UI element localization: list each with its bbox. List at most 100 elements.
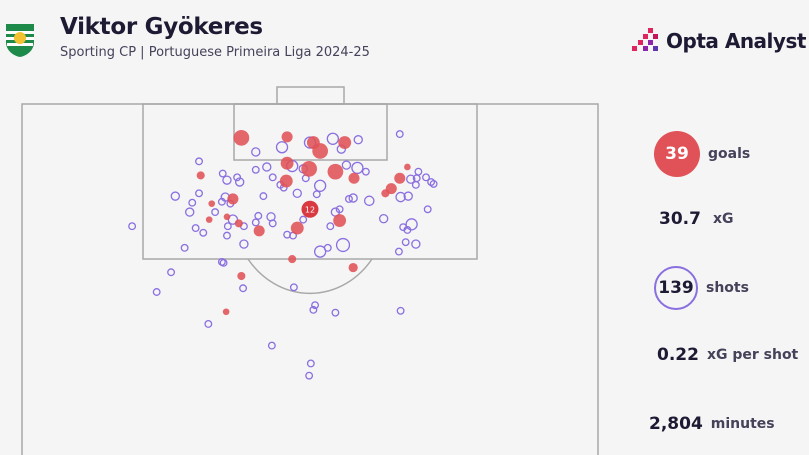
- six-yard-box: [233, 103, 388, 161]
- minutes-label: minutes: [710, 416, 775, 432]
- shot-marker: [222, 175, 232, 185]
- goal-marker: [237, 271, 246, 281]
- shot-marker: [223, 222, 232, 231]
- shot-marker: [335, 237, 351, 253]
- penalty-area: [142, 103, 478, 260]
- shot-marker: [251, 147, 261, 157]
- shot-marker: [405, 218, 418, 231]
- shot-marker: [378, 213, 389, 224]
- shot-marker: [326, 222, 335, 231]
- shot-marker: [411, 239, 421, 249]
- shot-marker: [326, 132, 340, 145]
- goal-marker: [233, 129, 250, 146]
- shot-marker: [185, 207, 195, 217]
- opta-pixel-icon: [632, 28, 658, 51]
- shot-marker: [195, 189, 203, 198]
- shot-marker: [348, 193, 358, 203]
- shot-marker: [401, 238, 410, 247]
- goals-value: 39: [665, 144, 689, 164]
- goal-marker: [205, 216, 213, 223]
- goal-marker: [234, 219, 243, 228]
- shot-marker: [254, 211, 263, 220]
- shot-marker: [423, 205, 432, 214]
- shot-marker: [309, 305, 318, 314]
- goal-marker: [279, 174, 293, 188]
- goal: [276, 86, 345, 105]
- stat-xg: 30.7 xG: [659, 209, 733, 229]
- shot-marker: [268, 173, 277, 182]
- shot-marker: [411, 180, 420, 189]
- shot-marker: [268, 219, 277, 228]
- goal-marker: [208, 200, 216, 207]
- shot-marker: [289, 283, 298, 292]
- shot-marker: [233, 173, 242, 182]
- shot-marker: [223, 231, 231, 240]
- shot-marker: [167, 268, 176, 277]
- xg-per-shot-label: xG per shot: [706, 347, 799, 363]
- shot-marker: [422, 173, 430, 182]
- pitch-lines: [21, 86, 599, 455]
- shots-label: shots: [706, 280, 749, 296]
- goal-marker: [348, 262, 358, 273]
- opta-analyst-logo: Opta Analyst: [630, 26, 806, 56]
- shot-marker: [406, 174, 416, 184]
- goal-marker: [223, 213, 231, 221]
- shot-marker: [313, 179, 327, 192]
- shot-marker: [331, 308, 340, 317]
- shot-marker: [234, 177, 245, 187]
- shot-marker: [335, 205, 344, 214]
- shot-marker: [312, 190, 321, 199]
- xg-label: xG: [712, 211, 734, 227]
- shot-marker: [204, 320, 213, 328]
- shot-marker: [394, 247, 403, 256]
- shot-marker: [299, 215, 308, 224]
- shot-marker: [251, 165, 260, 174]
- shot-marker: [251, 218, 260, 227]
- shot-marker: [403, 226, 412, 234]
- goals-label: goals: [708, 146, 751, 162]
- shot-marker: [128, 222, 137, 231]
- minutes-value: 2,804: [649, 414, 703, 434]
- goal-marker: [312, 143, 329, 159]
- shot-marker: [344, 194, 353, 203]
- goal-marker: [333, 214, 347, 227]
- shot-marker: [239, 284, 248, 293]
- shot-marker: [395, 191, 406, 203]
- goal-marker: [280, 156, 294, 170]
- shot-marker: [403, 191, 413, 201]
- stat-minutes: 2,804 minutes: [649, 414, 775, 434]
- shot-marker: [267, 341, 276, 350]
- shot-marker: [218, 169, 227, 178]
- goal-marker: [394, 172, 406, 184]
- goal-marker: [253, 225, 265, 237]
- goal-marker: [290, 221, 304, 235]
- shot-marker: [396, 306, 405, 315]
- player-name-title: Viktor Gyökeres: [60, 14, 263, 40]
- shot-marker: [262, 162, 272, 172]
- penalty-goals-label: 12: [305, 205, 315, 214]
- shot-marker: [191, 224, 200, 233]
- shot-marker: [292, 188, 302, 198]
- shot-marker: [311, 301, 320, 310]
- xg-per-shot-value: 0.22: [657, 345, 699, 365]
- stat-xg-per-shot: 0.22 xG per shot: [657, 345, 798, 365]
- stat-shots: 139 shots: [654, 266, 749, 310]
- goal-marker: [281, 131, 293, 143]
- shots-value: 139: [658, 278, 694, 298]
- goal-marker: [196, 171, 205, 180]
- shot-marker: [170, 191, 181, 201]
- shot-marker: [199, 228, 208, 237]
- shot-marker: [323, 243, 332, 252]
- shots-layer: 12: [128, 129, 438, 380]
- shot-marker: [217, 197, 226, 206]
- stat-goals: 39 goals: [654, 131, 750, 177]
- shot-marker: [180, 243, 189, 252]
- shot-marker: [305, 371, 314, 380]
- shot-marker: [429, 179, 438, 188]
- goal-marker: [348, 172, 360, 184]
- shot-marker: [188, 198, 197, 207]
- shot-marker: [313, 245, 327, 258]
- brand-name: Opta Analyst: [666, 29, 806, 53]
- goal-marker: [301, 160, 317, 177]
- shot-marker: [259, 192, 268, 201]
